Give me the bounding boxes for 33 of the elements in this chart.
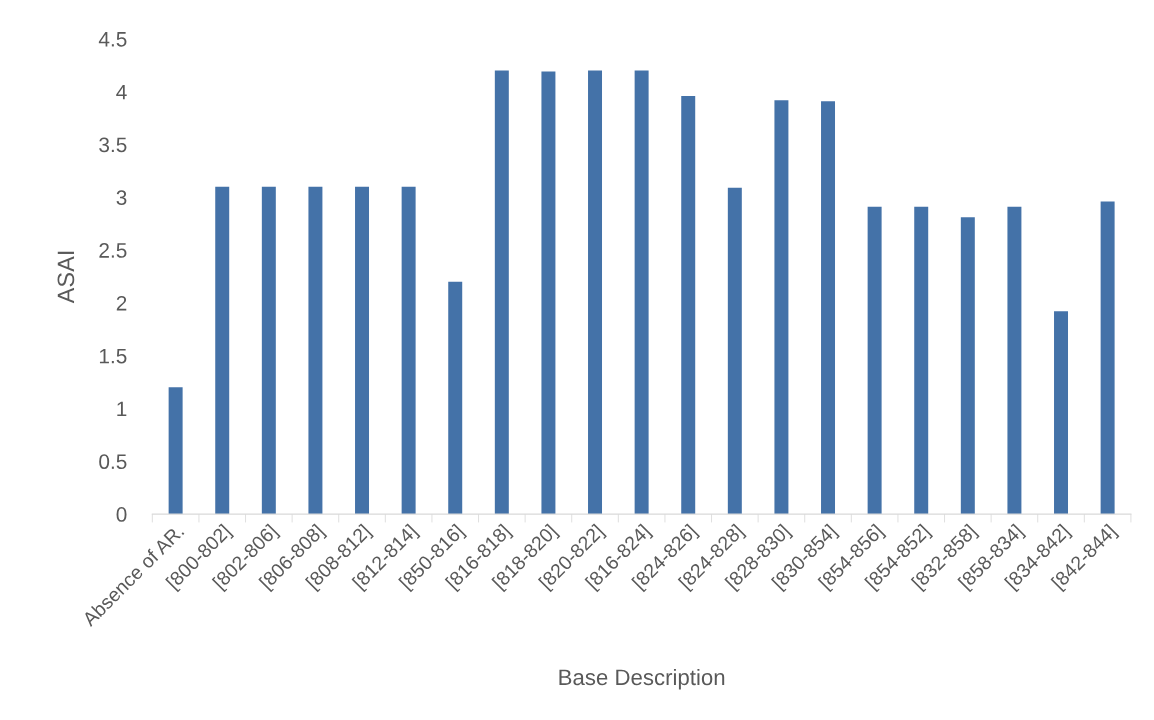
bar	[774, 100, 789, 515]
bar	[355, 186, 370, 515]
bar	[401, 186, 416, 515]
y-axis-title: ASAI	[57, 251, 75, 304]
bar	[448, 281, 463, 515]
bar	[914, 206, 929, 515]
bar	[1100, 201, 1115, 515]
bar	[867, 206, 882, 515]
y-tick-label: 2.5	[99, 243, 127, 258]
bar	[308, 186, 323, 515]
bar	[634, 70, 649, 515]
x-axis-title: Base Description	[559, 668, 725, 690]
bar	[588, 70, 603, 515]
bar	[821, 101, 836, 515]
y-tick-label: 3.5	[99, 137, 127, 153]
y-tick-label: 2	[116, 295, 127, 311]
y-tick-label: 4	[116, 84, 127, 100]
y-tick-label: 1.5	[99, 348, 127, 364]
y-tick-label: 3	[116, 190, 127, 206]
bar	[261, 186, 276, 515]
bar	[168, 387, 183, 515]
bar	[727, 187, 742, 515]
bar	[960, 217, 975, 515]
bar	[541, 71, 556, 515]
bar	[1054, 311, 1069, 515]
y-tick-label: 0	[116, 507, 127, 522]
bar	[1007, 206, 1022, 515]
y-tick-label: 1	[117, 401, 127, 417]
bar	[215, 186, 230, 515]
y-tick-label: 0.5	[99, 454, 127, 470]
y-tick-label: 4.5	[98, 32, 127, 47]
bar	[494, 70, 509, 515]
bar	[681, 95, 696, 515]
